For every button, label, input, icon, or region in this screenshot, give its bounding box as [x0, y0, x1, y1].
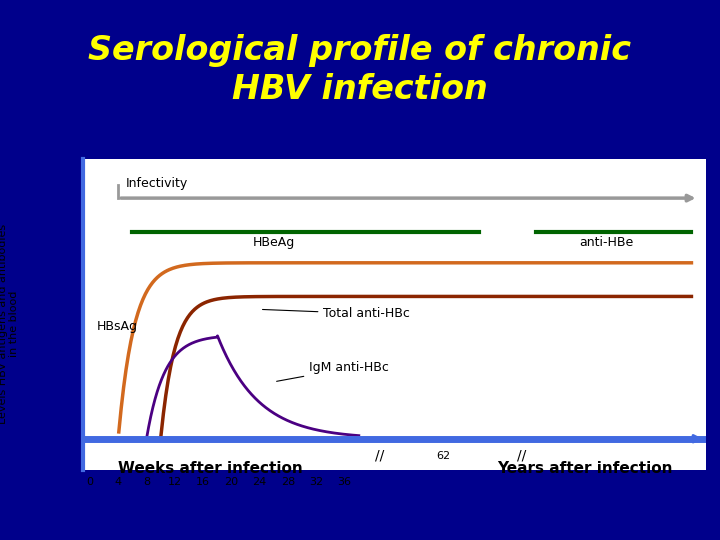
- Text: anti-HBe: anti-HBe: [580, 236, 634, 249]
- Text: Levels HBV antigens and antibodies
in the blood: Levels HBV antigens and antibodies in th…: [0, 224, 19, 424]
- Text: Total anti-HBc: Total anti-HBc: [263, 307, 410, 320]
- Text: HBeAg: HBeAg: [253, 236, 295, 249]
- Text: Weeks after infection: Weeks after infection: [118, 461, 302, 476]
- Text: Infectivity: Infectivity: [125, 177, 187, 191]
- Text: Serological profile of chronic
HBV infection: Serological profile of chronic HBV infec…: [89, 35, 631, 106]
- Text: Years after infection: Years after infection: [498, 461, 673, 476]
- Text: HBsAg: HBsAg: [97, 320, 138, 333]
- Text: //: //: [517, 449, 526, 463]
- Text: IgM anti-HBc: IgM anti-HBc: [276, 361, 389, 381]
- Text: //: //: [375, 449, 384, 463]
- Text: 62: 62: [436, 450, 451, 461]
